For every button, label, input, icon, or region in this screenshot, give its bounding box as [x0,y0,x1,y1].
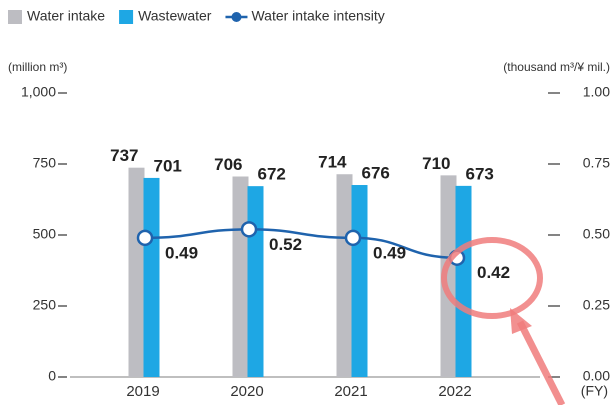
y-tick-label: 750 [33,155,57,171]
line-value-label: 0.49 [165,243,198,262]
y-axis-label: (million m³) [8,60,67,74]
bar-value-label: 737 [110,146,138,165]
x-tick-label: 2019 [126,383,159,400]
x-axis-label: (FY) [581,383,608,399]
legend-label: Water intake [27,8,105,24]
y-tick-label: 500 [33,226,57,242]
y2-tick-label: 1.00 [583,84,610,100]
bar-value-label: 676 [362,164,390,183]
y2-tick-label: 0.50 [583,226,610,242]
highlight-arrow [516,320,566,405]
y-tick-label: 250 [33,297,57,313]
bar-value-label: 706 [214,155,242,174]
y2-tick-label: 0.25 [583,297,610,313]
legend-label: Wastewater [138,8,212,24]
legend-swatch [119,10,134,24]
line [144,228,458,259]
bar [128,167,145,377]
x-tick-label: 2022 [438,383,471,400]
y-tick-label: 1,000 [21,84,56,100]
x-tick-label: 2020 [230,383,263,400]
bar-value-label: 701 [154,156,182,175]
bar-value-label: 714 [318,153,347,172]
line-value-label: 0.49 [373,243,406,262]
y-tick-label: 0 [48,368,56,384]
legend-marker [231,12,242,22]
bar-value-label: 673 [466,164,494,183]
highlight-arrowhead [510,308,532,334]
bar [143,177,160,377]
y2-tick-label: 0.00 [583,368,610,384]
bar [336,174,353,377]
bar [351,185,368,377]
legend-swatch [8,10,22,24]
bar-value-label: 710 [422,154,450,173]
line-value-label: 0.42 [477,263,510,282]
line-value-label: 0.52 [269,235,302,254]
x-tick-label: 2021 [334,383,367,400]
legend-label: Water intake intensity [251,8,384,24]
bar [232,176,249,377]
y2-axis-label: (thousand m³/¥ mil.) [503,60,610,74]
line-marker [240,221,258,238]
bar [455,185,472,377]
bar [247,186,264,377]
line-marker [136,229,154,247]
line-marker [344,229,362,247]
bar [440,175,457,377]
bar-value-label: 672 [258,165,286,184]
highlight-circle [441,237,543,319]
y2-tick-label: 0.75 [583,155,610,171]
